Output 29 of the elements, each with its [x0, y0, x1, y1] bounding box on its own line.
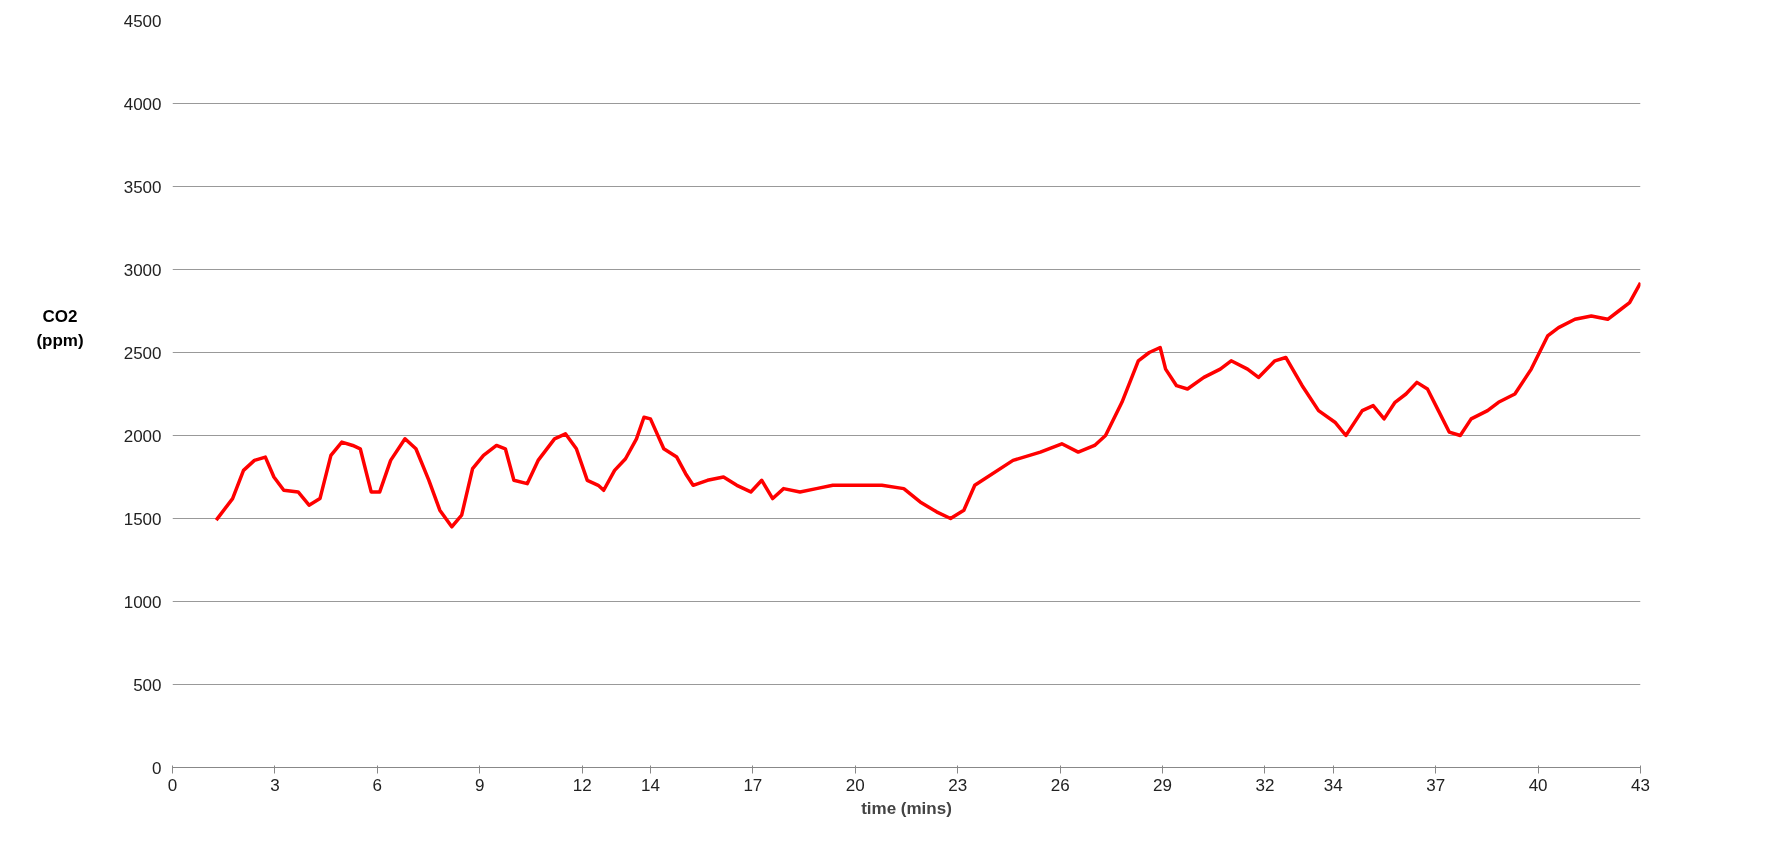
x-tick-label: 43: [1631, 775, 1650, 795]
x-tick-label: 34: [1323, 775, 1343, 795]
x-tick-label: 0: [167, 775, 178, 795]
x-axis-title: time (mins): [861, 798, 952, 818]
y-tick-label: 1500: [123, 509, 162, 529]
y-tick-label: 1000: [123, 592, 162, 612]
y-tick-label: 2000: [123, 426, 162, 446]
x-tick-label: 9: [475, 775, 485, 795]
y-tick-label: 3500: [123, 177, 162, 197]
line-series: [214, 281, 1641, 529]
x-tick-label: 23: [948, 775, 968, 795]
x-tick-label: 20: [845, 775, 865, 795]
x-tick-label: 17: [743, 775, 763, 795]
x-tick-label: 6: [372, 775, 383, 795]
x-tick-label: 26: [1050, 775, 1070, 795]
x-tick-label: 40: [1528, 775, 1548, 795]
y-tick-label: 500: [133, 675, 162, 695]
x-tick-label: 32: [1255, 775, 1275, 795]
x-tick-label: 3: [270, 775, 280, 795]
y-tick-label: 4500: [123, 11, 162, 31]
y-tick-label: 4000: [123, 94, 162, 114]
x-tick-label: 37: [1426, 775, 1446, 795]
y-tick-label: 3000: [123, 260, 162, 280]
y-tick-label: 2500: [123, 343, 162, 363]
x-tick-label: 12: [572, 775, 592, 795]
x-tick-label: 29: [1153, 775, 1173, 795]
x-tick-label: 14: [641, 775, 660, 795]
y-axis-title: CO2 (ppm): [36, 306, 84, 353]
y-tick-label: 0: [152, 758, 162, 778]
